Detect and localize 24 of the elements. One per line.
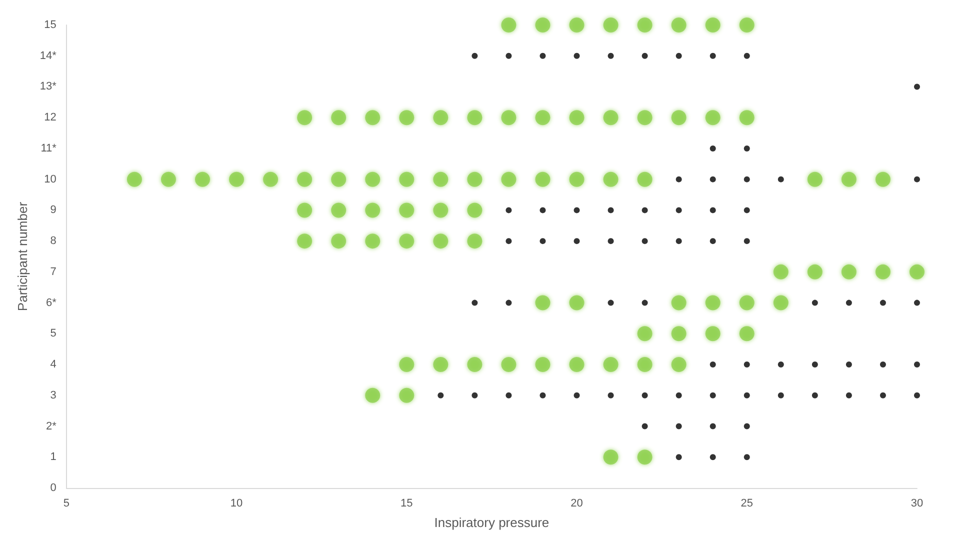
y-tick-label: 0 bbox=[50, 482, 56, 494]
y-tick-label: 10 bbox=[44, 173, 56, 186]
x-tick-label: 15 bbox=[400, 498, 413, 510]
y-tick-label: 11* bbox=[40, 142, 58, 154]
y-tick-label: 3 bbox=[50, 389, 56, 402]
y-tick-label: 7 bbox=[50, 266, 56, 278]
x-tick-label: 20 bbox=[570, 498, 583, 510]
x-tick-label: 5 bbox=[63, 498, 70, 510]
y-tick-label: 6* bbox=[46, 296, 58, 309]
y-tick-label: 8 bbox=[50, 235, 56, 248]
y-tick-label: 12 bbox=[44, 112, 56, 124]
y-tick-label: 9 bbox=[50, 204, 56, 216]
x-axis-title: Inspiratory pressure bbox=[434, 515, 550, 530]
y-axis-title: Participant number bbox=[15, 201, 30, 312]
y-tick-label: 4 bbox=[50, 358, 56, 371]
y-tick-label: 2* bbox=[46, 420, 58, 432]
y-tick-label: 15 bbox=[44, 19, 56, 31]
x-tick-label: 30 bbox=[910, 498, 924, 510]
y-tick-label: 1 bbox=[50, 451, 56, 464]
x-tick-label: 25 bbox=[740, 498, 754, 510]
y-tick-label: 5 bbox=[50, 328, 56, 340]
y-tick-label: 13* bbox=[40, 80, 58, 93]
x-tick-label: 10 bbox=[230, 498, 243, 510]
y-tick-label: 14* bbox=[40, 50, 58, 62]
